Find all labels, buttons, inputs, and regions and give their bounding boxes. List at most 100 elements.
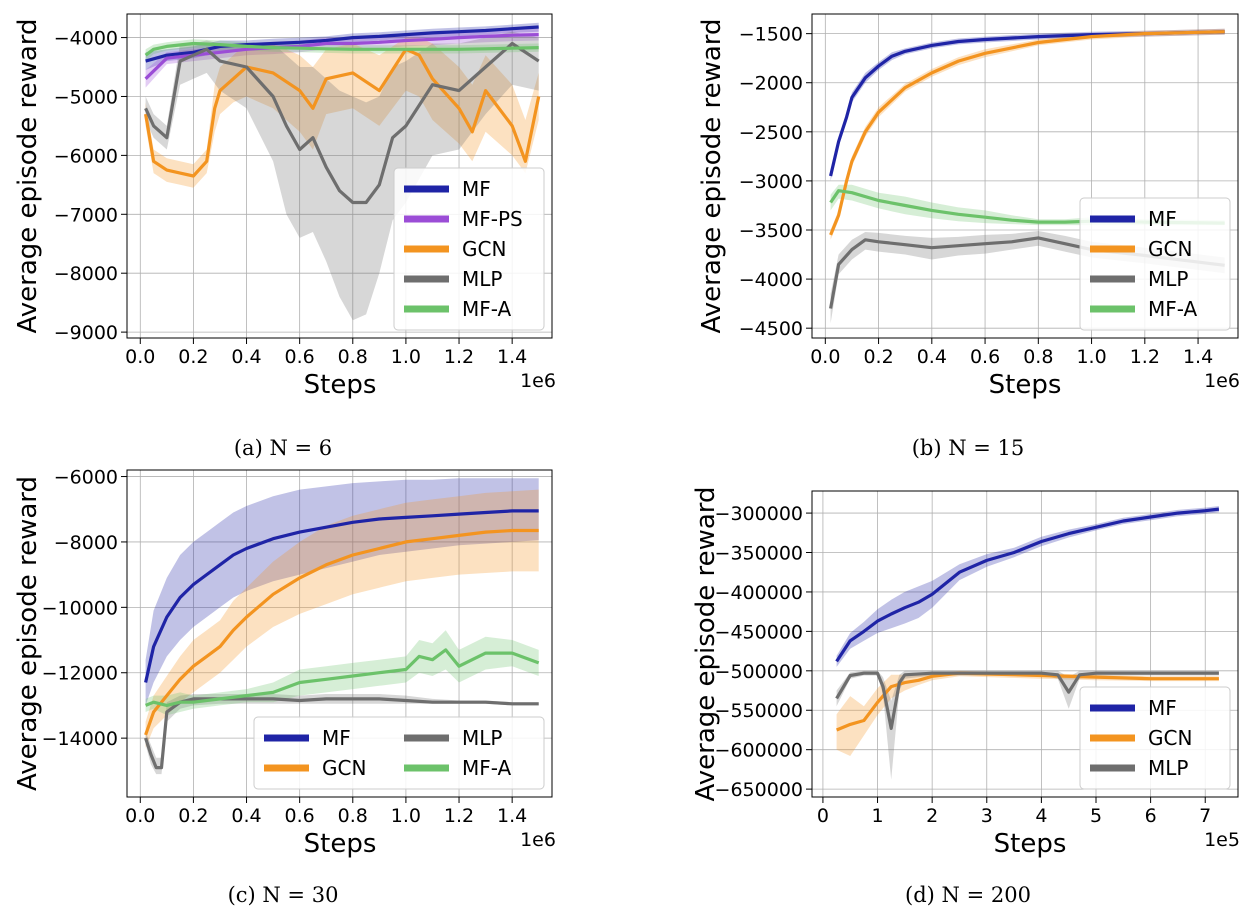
- y-tick-label: −8000: [54, 532, 118, 554]
- subfigure-caption: (d) N = 200: [905, 883, 1031, 907]
- band-mf-ps: [145, 28, 539, 88]
- band-mlp: [145, 31, 539, 321]
- y-tick-label: −500000: [715, 661, 803, 683]
- series-line-mf-ps: [144, 33, 539, 80]
- y-tick-label: −5000: [54, 86, 118, 108]
- y-tick-label: −10000: [42, 597, 118, 619]
- x-scale-exponent: 1e6: [520, 370, 556, 392]
- x-tick-label: 0.2: [178, 805, 208, 827]
- legend-label: MF-A: [1148, 297, 1198, 321]
- x-tick-label: 5: [1090, 805, 1102, 827]
- legend-label: MF-PS: [462, 207, 523, 231]
- y-tick-label: −650000: [715, 779, 803, 801]
- band-mf: [145, 22, 539, 70]
- chart-3: 0.0 0.2 0.4 0.6 0.8 1.0 1.2 1.4 −14000 −12000 −100…: [13, 467, 556, 907]
- series-line-gcn: [144, 528, 539, 736]
- legend-label: MF-A: [462, 756, 512, 780]
- y-tick-label: −400000: [715, 582, 803, 604]
- y-tick-label: −6000: [54, 467, 118, 489]
- legend: MF GCN MLP MF-A: [253, 716, 545, 790]
- legend-label: MF: [1148, 696, 1177, 720]
- series-line-mf-a: [145, 648, 540, 708]
- legend: MF GCN MLP MF-A: [1079, 197, 1231, 331]
- y-tick-label: −450000: [715, 621, 803, 643]
- x-tick-label: 7: [1199, 805, 1211, 827]
- legend-box: [253, 716, 545, 790]
- x-tick-label: 1.4: [497, 805, 527, 827]
- axes-frame: [811, 490, 1239, 798]
- y-tick-label: −12000: [42, 663, 118, 685]
- x-axis-label: Steps: [994, 829, 1067, 859]
- legend-label: MLP: [462, 267, 502, 291]
- x-tick-label: 0.6: [285, 805, 315, 827]
- subfigure-caption: (a) N = 6: [234, 436, 332, 460]
- x-tick-label: 3: [981, 805, 993, 827]
- legend: MF GCN MLP: [1079, 686, 1231, 790]
- x-scale-exponent: 1e5: [1204, 829, 1240, 851]
- x-tick-label: 0.8: [338, 346, 368, 368]
- x-scale-exponent: 1e6: [520, 829, 556, 851]
- x-tick-label: 1.2: [1130, 346, 1160, 368]
- y-axis-label: Average episode reward: [691, 486, 721, 801]
- y-tick-label: −2500: [739, 122, 803, 144]
- plot-area: [144, 478, 540, 775]
- y-tick-label: −2000: [739, 73, 803, 95]
- y-tick-label: −7000: [54, 204, 118, 226]
- series-line-mlp: [835, 671, 1219, 731]
- x-tick-label: 0.6: [970, 346, 1000, 368]
- plot-area: [835, 506, 1220, 780]
- y-axis-label: Average episode reward: [13, 476, 43, 791]
- y-tick-label: −600000: [715, 740, 803, 762]
- x-tick-label: 0.0: [125, 346, 155, 368]
- legend-label: MF: [322, 726, 351, 750]
- x-tick-label: 0.0: [125, 805, 155, 827]
- band-mf: [145, 478, 539, 706]
- band-gcn: [145, 37, 539, 188]
- series-line-mlp: [144, 41, 540, 205]
- x-tick-label: 1: [871, 805, 883, 827]
- y-tick-label: −4000: [739, 269, 803, 291]
- y-axis-label: Average episode reward: [13, 18, 43, 333]
- legend-label: MLP: [1148, 756, 1188, 780]
- y-tick-label: −550000: [715, 700, 803, 722]
- y-tick-label: −8000: [54, 263, 118, 285]
- y-tick-label: −14000: [42, 728, 118, 750]
- x-tick-label: 1.2: [444, 346, 474, 368]
- x-axis-label: Steps: [989, 370, 1062, 400]
- subfigure-caption: (b) N = 15: [912, 436, 1025, 460]
- y-tick-label: −300000: [715, 503, 803, 525]
- legend-label: MF: [1148, 207, 1177, 231]
- x-tick-label: 1.0: [391, 346, 421, 368]
- y-tick-label: −1500: [739, 24, 803, 46]
- x-tick-label: 0.8: [1023, 346, 1053, 368]
- series-line-mf: [829, 30, 1225, 177]
- band-mf: [836, 506, 1219, 667]
- band-mf-a: [145, 630, 539, 716]
- x-tick-label: 0.2: [178, 346, 208, 368]
- x-tick-label: 0.2: [863, 346, 893, 368]
- axes-frame: [811, 13, 1239, 339]
- legend: MF MF-PS GCN MLP MF-A: [393, 167, 545, 331]
- legend-label: MF-A: [462, 297, 512, 321]
- y-tick-label: −4000: [54, 28, 118, 50]
- plot-area: [144, 22, 541, 321]
- legend-label: MF: [462, 177, 491, 201]
- y-tick-label: −9000: [54, 322, 118, 344]
- legend-label: GCN: [462, 237, 506, 261]
- series-line-mf: [835, 507, 1220, 663]
- legend-label: GCN: [322, 756, 366, 780]
- y-tick-label: −4500: [739, 318, 803, 340]
- x-tick-label: 0.0: [810, 346, 840, 368]
- series-line-gcn: [829, 30, 1225, 236]
- x-tick-label: 1.0: [391, 805, 421, 827]
- x-tick-label: 0.4: [231, 805, 261, 827]
- legend-box: [393, 167, 545, 331]
- y-tick-label: −3000: [739, 171, 803, 193]
- subfigure-caption: (c) N = 30: [228, 883, 339, 907]
- band-mf-a: [830, 184, 1225, 226]
- x-scale-exponent: 1e6: [1204, 370, 1240, 392]
- x-axis-label: Steps: [304, 829, 377, 859]
- x-tick-label: 1.2: [444, 805, 474, 827]
- x-tick-label: 1.0: [1076, 346, 1106, 368]
- chart-1: 0.0 0.2 0.4 0.6 0.8 1.0 1.2 1.4 −9000 −8000 −7000 −…: [13, 13, 556, 460]
